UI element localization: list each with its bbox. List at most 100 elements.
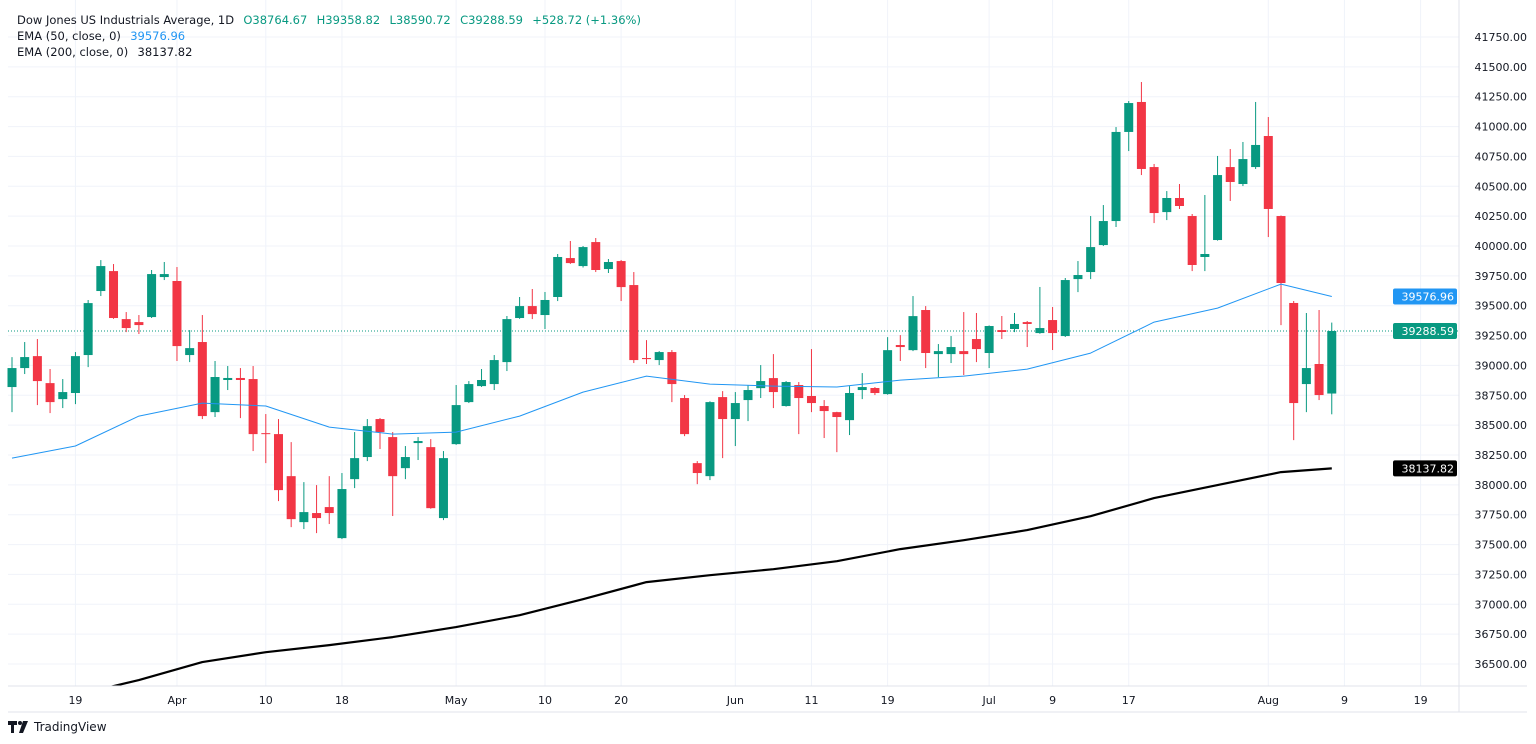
candle[interactable] (261, 414, 271, 464)
candle[interactable] (591, 238, 601, 273)
candle[interactable] (1251, 101, 1261, 169)
candle[interactable] (70, 352, 80, 405)
time-axis[interactable]: 19 Apr 10 18 May 10 20 Jun 11 19 Jul 9 17 Aug 9 19 (68, 694, 1427, 707)
candle[interactable] (159, 262, 169, 281)
candle[interactable] (819, 400, 829, 439)
candle[interactable] (477, 369, 487, 387)
ema200-label[interactable]: EMA (200, close, 0) (17, 45, 129, 59)
candle[interactable] (1086, 216, 1096, 280)
candle[interactable] (1162, 191, 1172, 221)
candle[interactable] (768, 354, 778, 409)
candle[interactable] (400, 446, 410, 480)
candle[interactable] (375, 417, 385, 450)
candle[interactable] (337, 473, 347, 540)
candle[interactable] (248, 366, 258, 452)
ema50-label[interactable]: EMA (50, close, 0) (17, 29, 121, 43)
candle[interactable] (1124, 101, 1134, 152)
candle[interactable] (83, 299, 93, 368)
candle[interactable] (642, 340, 651, 364)
tradingview-logo[interactable]: TradingView (8, 720, 107, 734)
candle[interactable] (210, 361, 220, 418)
price-axis[interactable]: 41750.00 41500.00 41250.00 41000.00 40750.00… (1475, 31, 1528, 671)
candle[interactable] (438, 451, 448, 521)
candle[interactable] (946, 336, 956, 364)
candle[interactable] (654, 351, 664, 366)
candle[interactable] (1098, 205, 1108, 247)
candle[interactable] (1010, 313, 1020, 333)
candle[interactable] (565, 240, 575, 264)
candle[interactable] (845, 386, 855, 436)
candle[interactable] (464, 381, 474, 404)
candle[interactable] (921, 306, 931, 369)
candle[interactable] (1263, 117, 1273, 238)
candle[interactable] (1276, 215, 1286, 326)
candle[interactable] (502, 315, 512, 372)
candle[interactable] (235, 368, 245, 419)
candle[interactable] (832, 411, 842, 453)
candle[interactable] (1314, 310, 1324, 401)
candle[interactable] (718, 391, 728, 459)
candle[interactable] (794, 382, 804, 435)
candle[interactable] (1213, 155, 1223, 241)
candle[interactable] (1327, 322, 1337, 415)
candle[interactable] (553, 254, 563, 302)
candle[interactable] (629, 272, 639, 364)
candle[interactable] (603, 259, 613, 273)
candle[interactable] (1149, 163, 1159, 224)
candle[interactable] (7, 357, 17, 413)
candle[interactable] (32, 339, 42, 406)
symbol-title[interactable]: Dow Jones US Industrials Average, 1D (17, 13, 235, 27)
candle[interactable] (984, 325, 994, 369)
candle[interactable] (616, 259, 626, 302)
candle[interactable] (362, 419, 372, 462)
candle[interactable] (908, 296, 918, 352)
candle[interactable] (121, 312, 131, 333)
candle[interactable] (515, 296, 525, 319)
candle[interactable] (20, 342, 30, 375)
candle[interactable] (1289, 301, 1299, 441)
candle[interactable] (1225, 149, 1235, 201)
candle[interactable] (413, 437, 423, 461)
candle[interactable] (134, 315, 144, 335)
candle[interactable] (197, 315, 207, 420)
candle[interactable] (578, 246, 588, 268)
candle[interactable] (857, 373, 867, 400)
candle[interactable] (1301, 313, 1311, 413)
candle[interactable] (1048, 307, 1058, 351)
candle[interactable] (96, 260, 106, 297)
candle[interactable] (692, 461, 702, 485)
candle[interactable] (1187, 213, 1197, 272)
candle[interactable] (451, 385, 461, 445)
candle[interactable] (1238, 141, 1248, 187)
candle[interactable] (1111, 127, 1121, 228)
candle[interactable] (1174, 184, 1184, 209)
candle[interactable] (806, 349, 816, 413)
candle[interactable] (997, 315, 1007, 340)
candle[interactable] (705, 401, 715, 481)
candle[interactable] (1060, 278, 1070, 338)
candle[interactable] (781, 381, 791, 407)
candle[interactable] (959, 312, 969, 376)
candle[interactable] (147, 270, 157, 319)
candle[interactable] (743, 385, 753, 422)
candle[interactable] (286, 442, 296, 528)
candle[interactable] (883, 337, 893, 395)
candle[interactable] (223, 366, 233, 391)
candle[interactable] (489, 355, 499, 391)
candle[interactable] (667, 350, 677, 403)
candle[interactable] (680, 395, 690, 437)
candle[interactable] (324, 476, 334, 525)
candle[interactable] (312, 485, 322, 534)
candle[interactable] (350, 432, 360, 489)
candle[interactable] (172, 267, 182, 362)
candle[interactable] (1022, 321, 1032, 348)
candle[interactable] (388, 432, 398, 517)
candle[interactable] (971, 313, 981, 363)
candle[interactable] (58, 379, 68, 409)
candle[interactable] (895, 335, 905, 362)
candle[interactable] (933, 344, 943, 378)
candle[interactable] (730, 392, 740, 447)
candle[interactable] (426, 439, 436, 509)
candle[interactable] (1200, 195, 1210, 272)
